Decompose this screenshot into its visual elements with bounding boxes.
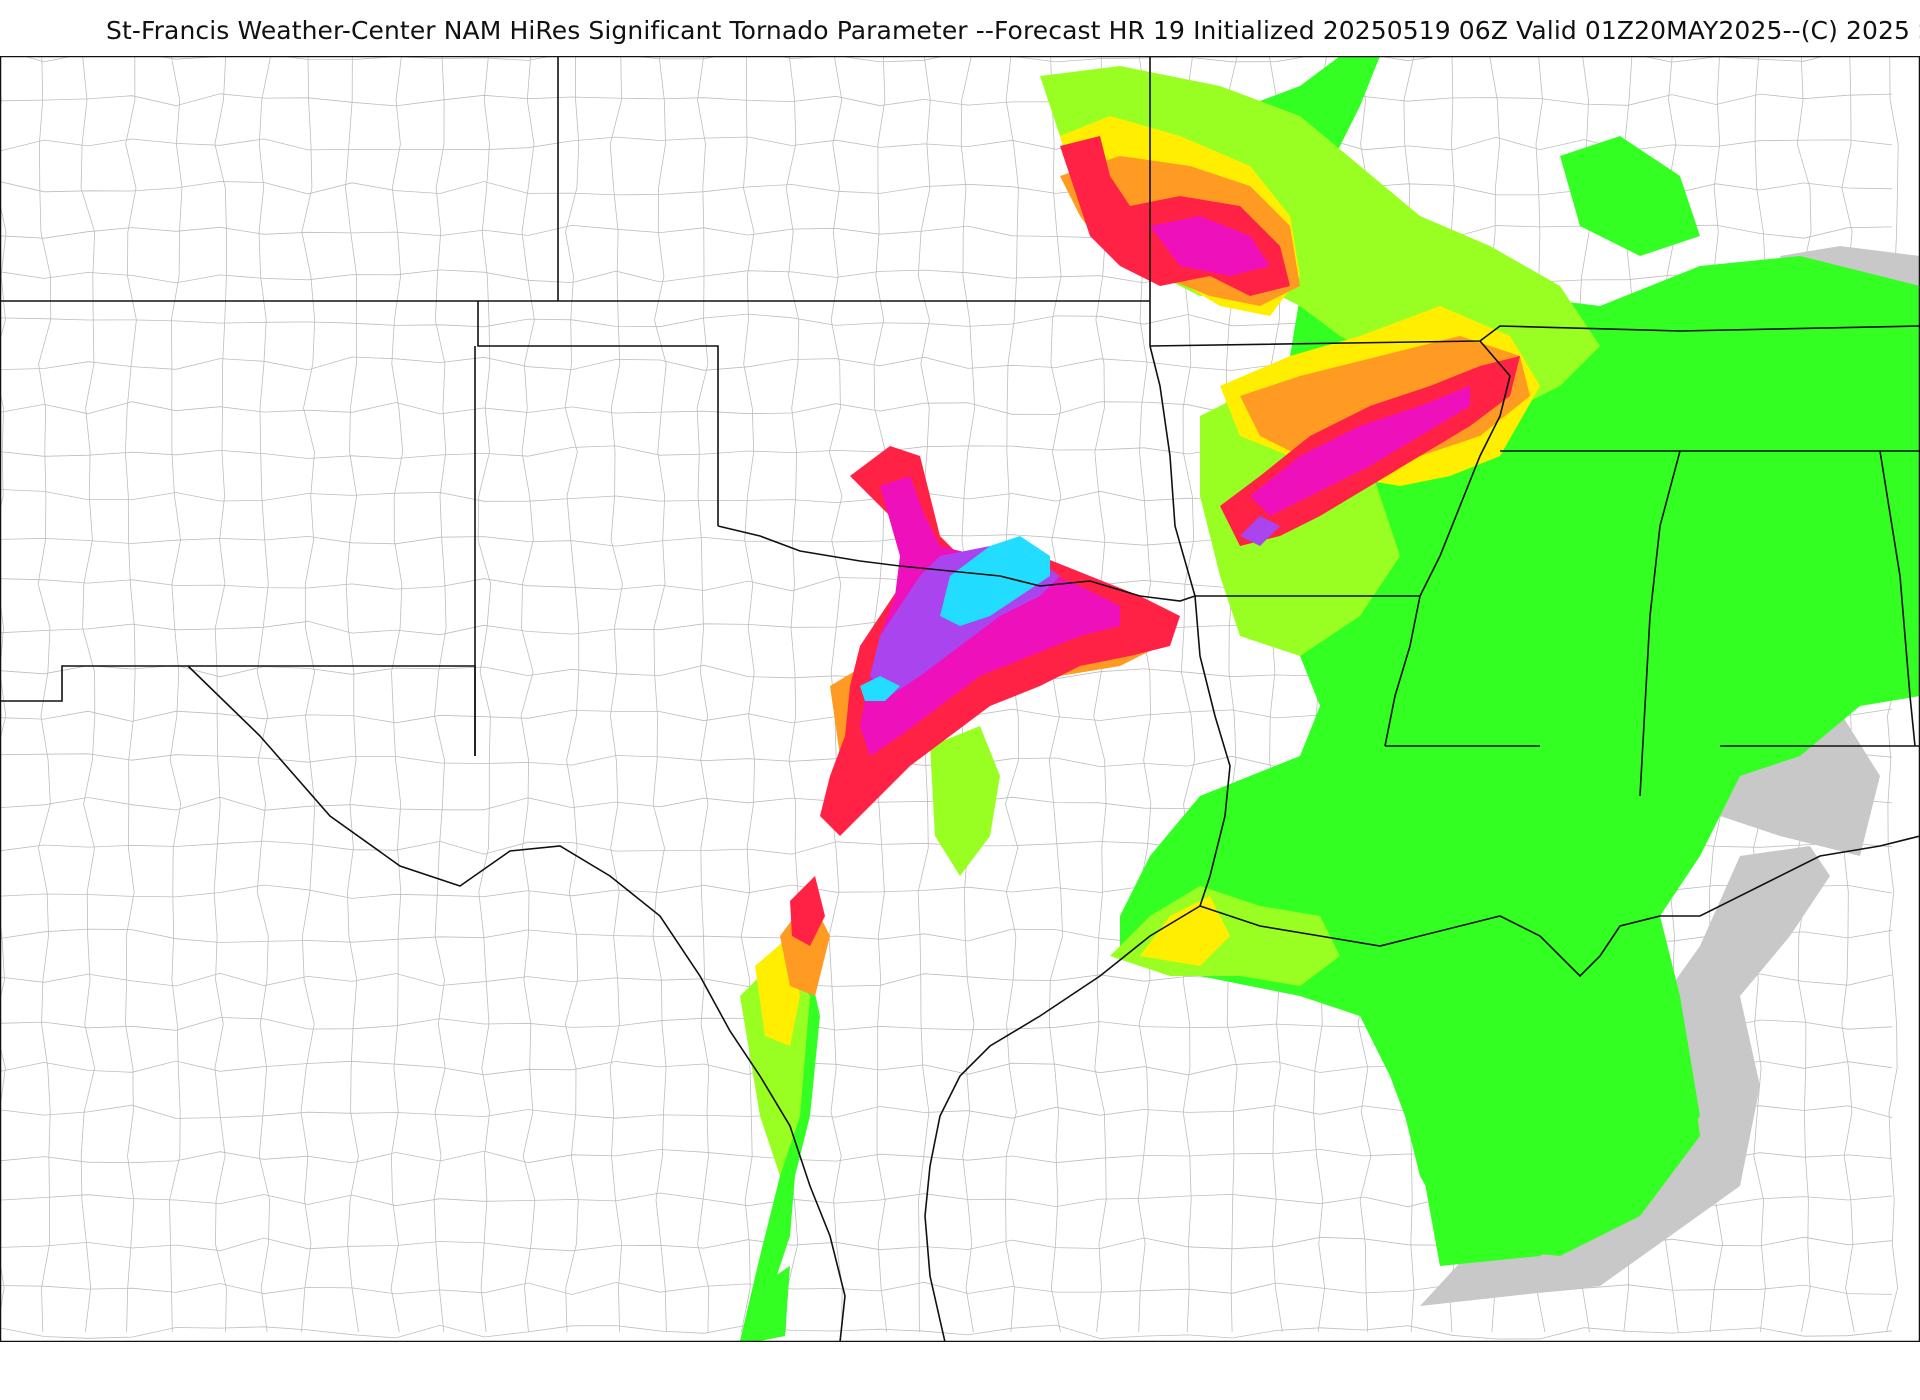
red-area-west-tx-strip xyxy=(790,876,825,946)
green-area-ne-corner xyxy=(1560,136,1700,256)
county-line xyxy=(477,56,492,1333)
magenta-area-north xyxy=(1150,216,1270,276)
county-line xyxy=(0,268,1893,284)
purple-area-arkansas xyxy=(1240,516,1280,546)
yellowgreen-area-central-tx xyxy=(930,726,1000,876)
county-line xyxy=(0,90,7,1316)
cyan-area-red-river xyxy=(940,536,1050,626)
county-line xyxy=(1093,56,1107,1333)
county-line xyxy=(652,56,667,1333)
county-line xyxy=(169,56,183,1333)
county-line xyxy=(564,56,580,1333)
cyan-area-west xyxy=(860,676,900,701)
county-line xyxy=(345,56,359,1333)
green-area-far-south-tx xyxy=(760,1266,790,1341)
county-line xyxy=(0,224,1893,239)
magenta-area-arkansas xyxy=(1250,386,1470,516)
county-line xyxy=(0,136,1893,152)
county-line xyxy=(37,56,52,1333)
county-line xyxy=(22,56,1826,63)
county-line xyxy=(300,56,316,1333)
county-line xyxy=(609,56,623,1333)
county-line xyxy=(1048,56,1064,1333)
county-line xyxy=(124,56,137,1333)
green-area-southeast xyxy=(1120,206,1920,1266)
county-line xyxy=(0,93,1893,107)
county-line xyxy=(256,56,272,1333)
green-area-gulf-lower xyxy=(1390,1016,1700,1256)
stp-shading xyxy=(740,56,1920,1341)
county-line xyxy=(390,56,404,1333)
map-canvas xyxy=(0,56,1920,1342)
county-line xyxy=(520,56,536,1333)
page-title: St-Francis Weather-Center NAM HiRes Sign… xyxy=(106,16,1920,45)
county-line xyxy=(433,56,447,1333)
county-line xyxy=(696,56,710,1333)
title-bar: St-Francis Weather-Center NAM HiRes Sign… xyxy=(0,0,1920,56)
county-line xyxy=(740,56,756,1333)
county-line xyxy=(80,56,96,1333)
county-line xyxy=(0,1281,1893,1295)
yellow-area-tx-coast xyxy=(1140,896,1230,966)
state-boundaries xyxy=(0,56,1920,1342)
bottom-margin xyxy=(0,1342,1920,1400)
county-line xyxy=(0,1324,1893,1340)
map-panel xyxy=(0,56,1920,1342)
